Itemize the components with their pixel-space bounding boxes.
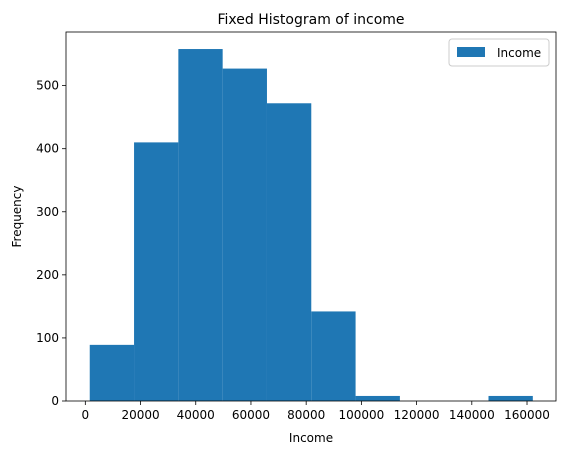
- y-axis-ticks: 0 100 200 300 400 500: [36, 79, 66, 408]
- x-tick-label: 120000: [394, 408, 440, 422]
- bars-group: [89, 49, 533, 402]
- histogram-bar: [266, 103, 312, 402]
- y-tick-label: 300: [36, 205, 59, 219]
- histogram-bar: [355, 395, 400, 401]
- chart-title: Fixed Histogram of income: [217, 12, 404, 28]
- x-tick-label: 0: [82, 408, 90, 422]
- x-axis-label: Income: [289, 431, 333, 445]
- x-tick-label: 60000: [232, 408, 270, 422]
- y-tick-label: 0: [51, 394, 59, 408]
- axes-frame: [65, 31, 557, 402]
- legend-frame: [448, 38, 550, 67]
- x-tick-label: 40000: [177, 408, 215, 422]
- y-tick-label: 100: [36, 331, 59, 345]
- y-axis-label: Frequency: [10, 186, 24, 248]
- x-tick-label: 80000: [287, 408, 325, 422]
- legend: Income: [448, 38, 550, 67]
- y-tick-label: 200: [36, 268, 59, 282]
- x-tick-label: 140000: [449, 408, 495, 422]
- histogram-bar: [178, 49, 223, 402]
- legend-swatch: [457, 47, 485, 57]
- legend-label: Income: [497, 46, 541, 60]
- x-tick-label: 100000: [338, 408, 384, 422]
- histogram-bar: [134, 142, 179, 401]
- x-tick-label: 20000: [121, 408, 159, 422]
- y-tick-label: 400: [36, 142, 59, 156]
- histogram-bar: [89, 344, 135, 401]
- histogram-bar: [222, 68, 267, 401]
- x-axis-ticks: 0 20000 40000 60000 80000 100000 120000 140000 1…: [82, 401, 550, 422]
- y-tick-label: 500: [36, 79, 59, 93]
- histogram-bar: [311, 311, 356, 401]
- histogram-bar: [488, 395, 533, 401]
- x-tick-label: 160000: [504, 408, 550, 422]
